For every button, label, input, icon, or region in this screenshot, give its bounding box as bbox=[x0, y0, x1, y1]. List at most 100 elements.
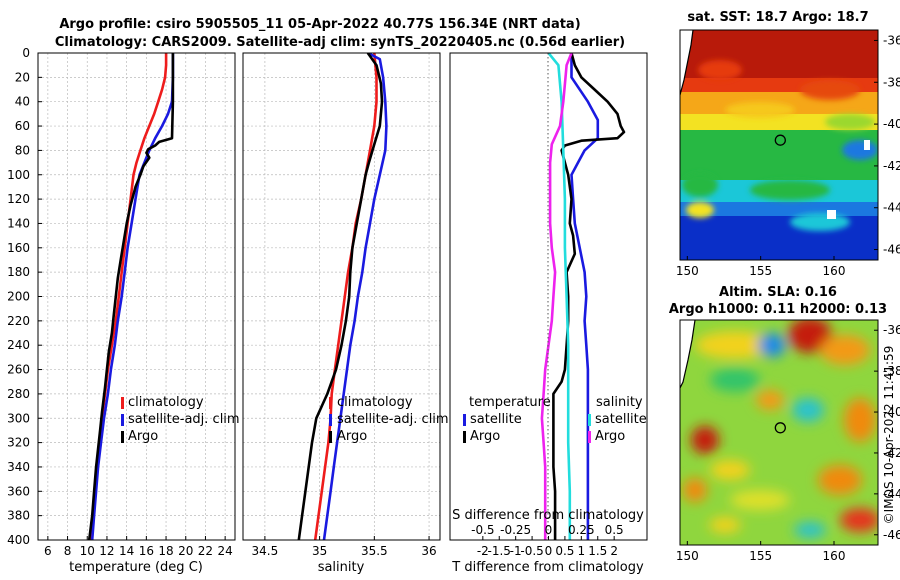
map-lat-label: -36 bbox=[883, 323, 900, 337]
y-tick-label: 120 bbox=[7, 192, 30, 206]
copyright-stamp: ©IMOS 10-Apr-2022 11:41:59 bbox=[882, 346, 896, 525]
s-tick-label: 0 bbox=[545, 523, 553, 537]
x-tick-label: 35 bbox=[312, 544, 327, 558]
y-tick-label: 0 bbox=[22, 46, 30, 60]
y-tick-label: 80 bbox=[15, 143, 30, 157]
map-lat-label: -46 bbox=[883, 528, 900, 542]
x-tick-label: 36 bbox=[421, 544, 436, 558]
y-tick-label: 180 bbox=[7, 265, 30, 279]
argo-location-marker bbox=[774, 134, 786, 146]
y-tick-label: 40 bbox=[15, 95, 30, 109]
x-tick-label: 14 bbox=[119, 544, 134, 558]
map-lat-label: -44 bbox=[883, 487, 900, 501]
sst-map: sat. SST: 18.7 Argo: 18.7 bbox=[676, 10, 900, 278]
legend-temp-argo: Argo bbox=[470, 429, 500, 444]
temperature-xlabel: temperature (deg C) bbox=[69, 560, 203, 575]
map-lon-label: 150 bbox=[676, 549, 699, 563]
y-tick-label: 280 bbox=[7, 387, 30, 401]
y-tick-label: 220 bbox=[7, 314, 30, 328]
y-tick-label: 200 bbox=[7, 290, 30, 304]
legend-swatch-climatology bbox=[329, 397, 332, 409]
series-line-salinity-argo bbox=[540, 53, 573, 540]
y-tick-label: 380 bbox=[7, 509, 30, 523]
x-tick-label: 22 bbox=[198, 544, 213, 558]
series-line-temperature-argo bbox=[552, 53, 626, 540]
sla-map-subtitle: Argo h1000: 0.11 h2000: 0.13 bbox=[669, 302, 887, 317]
x-tick-label: 10 bbox=[80, 544, 95, 558]
salinity-x-ticks: 34.5 35 35.5 36 bbox=[252, 536, 437, 558]
map-lat-label: -46 bbox=[883, 243, 900, 257]
figure-title-line1: Argo profile: csiro 5905505_11 05-Apr-20… bbox=[59, 17, 580, 32]
legend-sal-satellite: satellite bbox=[595, 412, 647, 427]
x-tick-label: 34.5 bbox=[252, 544, 279, 558]
sla-map: Altim. SLA: 0.16 Argo h1000: 0.11 h2000:… bbox=[669, 285, 900, 563]
map-lon-label: 150 bbox=[676, 264, 699, 278]
s-tick-label: 0.5 bbox=[605, 523, 624, 537]
map-lat-label: -40 bbox=[883, 405, 900, 419]
y-tick-label: 140 bbox=[7, 216, 30, 230]
y-tick-label: 300 bbox=[7, 411, 30, 425]
map-lat-label: -36 bbox=[883, 33, 900, 47]
x-tick-label: 24 bbox=[218, 544, 233, 558]
s-tick-label: 0.25 bbox=[568, 523, 595, 537]
y-tick-label: 360 bbox=[7, 484, 30, 498]
legend-swatch-temp-argo bbox=[463, 431, 466, 443]
legend-salinity-title: salinity bbox=[596, 395, 643, 410]
y-tick-label: 160 bbox=[7, 241, 30, 255]
salinity-legend: climatology satellite-adj. clim Argo bbox=[329, 395, 449, 444]
temperature-grid bbox=[38, 52, 235, 541]
legend-swatch-argo bbox=[329, 431, 332, 443]
sst-map-title: sat. SST: 18.7 Argo: 18.7 bbox=[687, 10, 868, 25]
legend-swatch-sal-argo bbox=[588, 431, 591, 443]
difference-panel: -2-1.5-1-0.5 0 0.5 1 1.5 2 -0.5 -0.25 0 0.25 0.5 … bbox=[449, 52, 648, 575]
difference-series bbox=[540, 53, 626, 540]
series-line-argo bbox=[297, 53, 384, 540]
series-line-salinity-satellite bbox=[547, 53, 572, 540]
legend-climatology: climatology bbox=[128, 395, 204, 410]
y-tick-label: 400 bbox=[7, 533, 30, 547]
y-tick-label: 100 bbox=[7, 168, 30, 182]
map-lat-label: -40 bbox=[883, 117, 900, 131]
x-tick-label: 16 bbox=[139, 544, 154, 558]
map-lat-label: -38 bbox=[883, 75, 900, 89]
map-lat-label: -38 bbox=[883, 364, 900, 378]
map-lon-label: 155 bbox=[749, 549, 772, 563]
series-line-satellite-adj-clim bbox=[322, 53, 388, 540]
x-tick-label: -0.5 bbox=[520, 544, 543, 558]
legend-temp-satellite: satellite bbox=[470, 412, 522, 427]
salinity-axes-frame bbox=[242, 52, 441, 541]
x-tick-label: 1 bbox=[578, 544, 586, 558]
y-tick-label: 320 bbox=[7, 436, 30, 450]
y-tick-label: 240 bbox=[7, 338, 30, 352]
t-difference-x-ticks: -2-1.5-1-0.5 0 0.5 1 1.5 2 bbox=[477, 536, 618, 558]
y-tick-label: 20 bbox=[15, 70, 30, 84]
legend-swatch-temp-satellite bbox=[463, 414, 466, 426]
legend-argo: Argo bbox=[337, 429, 367, 444]
x-tick-label: -1.5 bbox=[488, 544, 511, 558]
series-line-climatology bbox=[313, 53, 378, 540]
x-tick-label: 0 bbox=[545, 544, 553, 558]
map-lon-label: 160 bbox=[823, 264, 846, 278]
s-tick-label: -0.25 bbox=[500, 523, 531, 537]
x-tick-label: 0.5 bbox=[555, 544, 574, 558]
series-line-satellite-adj-clim bbox=[90, 53, 175, 540]
legend-argo: Argo bbox=[128, 429, 158, 444]
figure-title-line2: Climatology: CARS2009. Satellite-adj cli… bbox=[55, 35, 625, 50]
argo-location-marker bbox=[774, 422, 786, 434]
sst-map-frame bbox=[679, 29, 879, 261]
salinity-grid bbox=[243, 52, 440, 541]
legend-temperature-title: temperature bbox=[469, 395, 551, 410]
legend-climatology: climatology bbox=[337, 395, 413, 410]
sla-map-frame bbox=[679, 319, 879, 546]
series-line-temperature-satellite bbox=[570, 53, 600, 540]
sst-map-image bbox=[680, 30, 878, 260]
legend-swatch-satellite-adj bbox=[329, 414, 332, 426]
temperature-panel: 6 8 10 12 14 16 18 20 22 24 0 20 40 60 80 100 120 140 160… bbox=[7, 46, 240, 575]
t-difference-xlabel: T difference from climatology bbox=[451, 560, 644, 575]
x-tick-label: 18 bbox=[158, 544, 173, 558]
depth-y-ticks: 0 20 40 60 80 100 120 140 160 180 200 220 240 260 280 3… bbox=[7, 46, 42, 547]
x-tick-label: 6 bbox=[44, 544, 52, 558]
y-tick-label: 340 bbox=[7, 460, 30, 474]
